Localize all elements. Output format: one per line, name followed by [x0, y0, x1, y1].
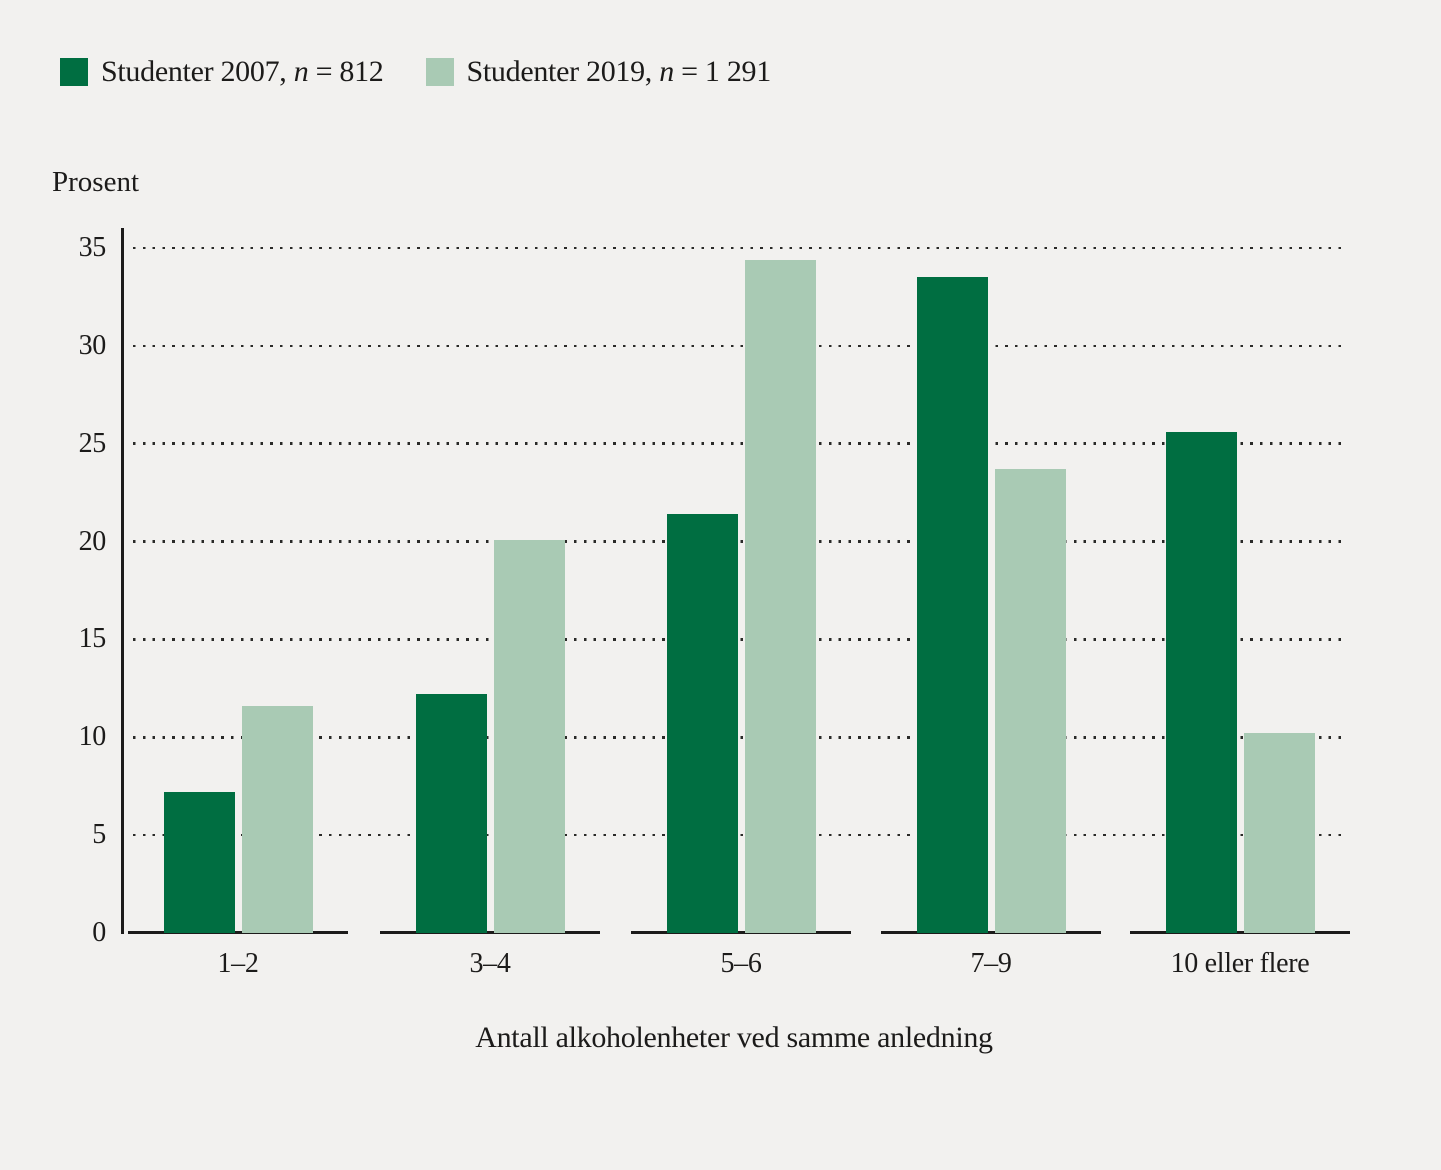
bar-2007 — [1166, 431, 1237, 933]
legend-item-2007: Studenter 2007, n = 812 — [60, 55, 384, 89]
legend-label-2007-count: = 812 — [308, 55, 384, 88]
legend-label-2007-text: Studenter 2007, — [101, 55, 294, 88]
x-baseline-segment — [881, 931, 1101, 934]
bar-2007 — [667, 514, 738, 933]
x-baseline-segment — [1130, 931, 1350, 934]
x-baseline-segment — [128, 931, 348, 934]
legend-swatch-2007-icon — [60, 58, 88, 86]
x-tick-label: 5–6 — [720, 948, 762, 979]
bar-2007 — [416, 694, 487, 933]
y-tick-label: 20 — [78, 525, 107, 557]
legend-label-2019-text: Studenter 2019, — [466, 55, 660, 88]
bar-2007 — [917, 277, 988, 933]
grid-line — [133, 735, 1345, 739]
bar-2007 — [164, 792, 235, 933]
bar-2019 — [494, 539, 565, 933]
bar-2019 — [745, 259, 816, 933]
y-tick-label: 0 — [92, 917, 106, 948]
y-tick-label: 30 — [78, 329, 107, 361]
legend-label-2019-n: n — [659, 55, 674, 88]
x-axis-title: Antall alkoholenheter ved samme anlednin… — [475, 1021, 993, 1054]
grid-line — [133, 833, 1345, 837]
y-axis-title: Prosent — [52, 166, 139, 198]
legend-item-2019: Studenter 2019, n = 1 291 — [425, 55, 772, 89]
bar-2019 — [995, 469, 1066, 933]
x-tick-label: 1–2 — [217, 948, 259, 979]
grid-line — [133, 442, 1345, 445]
legend-swatch-2019-icon — [425, 58, 454, 86]
y-axis-line — [121, 228, 124, 934]
bar-2019 — [1244, 733, 1315, 933]
legend-label-2019: Studenter 2019, n = 1 291 — [466, 55, 772, 89]
x-tick-label: 10 eller flere — [1170, 948, 1310, 979]
x-baseline-segment — [380, 931, 600, 934]
legend: Studenter 2007, n = 812 Studenter 2019, … — [60, 55, 771, 89]
y-tick-label: 10 — [78, 721, 107, 753]
grid-line — [133, 246, 1345, 250]
y-tick-label: 35 — [78, 232, 107, 263]
x-tick-label: 3–4 — [469, 948, 511, 979]
y-tick-label: 15 — [78, 623, 107, 655]
x-tick-label: 7–9 — [970, 948, 1012, 979]
legend-label-2019-count: = 1 291 — [673, 55, 771, 88]
bar-2019 — [242, 705, 313, 933]
grid-line — [133, 638, 1345, 641]
legend-label-2007: Studenter 2007, n = 812 — [101, 55, 384, 89]
grid-line — [133, 344, 1345, 348]
x-baseline-segment — [631, 931, 851, 934]
y-tick-label: 5 — [92, 819, 106, 851]
y-tick-label: 25 — [78, 427, 107, 459]
grid-line — [133, 540, 1345, 543]
legend-label-2007-n: n — [293, 55, 309, 88]
